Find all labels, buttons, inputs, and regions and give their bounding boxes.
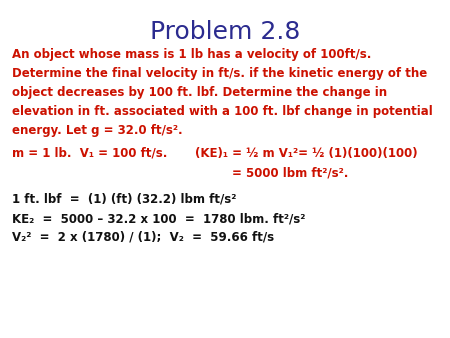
Text: An object whose mass is 1 lb has a velocity of 100ft/s.: An object whose mass is 1 lb has a veloc… bbox=[12, 48, 371, 61]
Text: V₂²  =  2 x (1780) / (1);  V₂  =  59.66 ft/s: V₂² = 2 x (1780) / (1); V₂ = 59.66 ft/s bbox=[12, 231, 274, 244]
Text: 1 ft. lbf  =  (1) (ft) (32.2) lbm ft/s²: 1 ft. lbf = (1) (ft) (32.2) lbm ft/s² bbox=[12, 193, 236, 206]
Text: object decreases by 100 ft. lbf. Determine the change in: object decreases by 100 ft. lbf. Determi… bbox=[12, 86, 387, 99]
Text: KE₂  =  5000 – 32.2 x 100  =  1780 lbm. ft²/s²: KE₂ = 5000 – 32.2 x 100 = 1780 lbm. ft²/… bbox=[12, 212, 306, 225]
Text: = 5000 lbm ft²/s².: = 5000 lbm ft²/s². bbox=[232, 166, 348, 179]
Text: Problem 2.8: Problem 2.8 bbox=[150, 20, 300, 44]
Text: m = 1 lb.  V₁ = 100 ft/s.: m = 1 lb. V₁ = 100 ft/s. bbox=[12, 147, 167, 160]
Text: energy. Let g = 32.0 ft/s².: energy. Let g = 32.0 ft/s². bbox=[12, 124, 183, 137]
Text: (KE)₁ = ½ m V₁²= ½ (1)(100)(100): (KE)₁ = ½ m V₁²= ½ (1)(100)(100) bbox=[195, 147, 418, 160]
Text: elevation in ft. associated with a 100 ft. lbf change in potential: elevation in ft. associated with a 100 f… bbox=[12, 105, 433, 118]
Text: Determine the final velocity in ft/s. if the kinetic energy of the: Determine the final velocity in ft/s. if… bbox=[12, 67, 427, 80]
